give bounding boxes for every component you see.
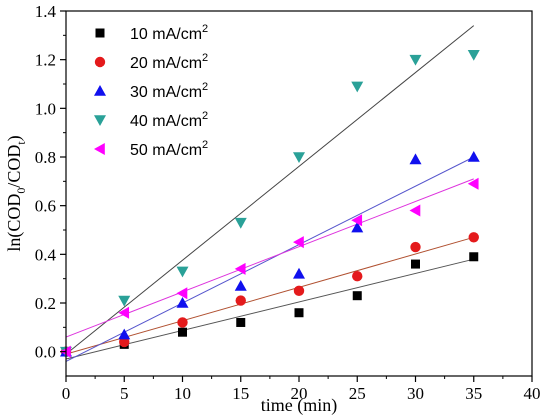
data-point bbox=[351, 214, 363, 227]
x-axis-title: time (min) bbox=[261, 395, 337, 416]
fit-line bbox=[65, 258, 474, 360]
data-point bbox=[176, 287, 188, 300]
legend-label: 40 mA/cm2 bbox=[130, 110, 208, 130]
legend-marker bbox=[95, 28, 105, 38]
x-tick-label: 30 bbox=[407, 384, 424, 403]
data-point bbox=[293, 285, 305, 297]
y-tick-label: 0.2 bbox=[35, 294, 56, 313]
data-point bbox=[293, 152, 305, 163]
data-point bbox=[178, 327, 187, 337]
y-tick-label: 0.6 bbox=[35, 197, 56, 216]
y-tick-label: 0.4 bbox=[35, 245, 57, 264]
data-point bbox=[351, 221, 364, 233]
data-point bbox=[118, 306, 130, 319]
data-point bbox=[235, 295, 246, 306]
fit-line bbox=[65, 178, 474, 338]
legend-label: 30 mA/cm2 bbox=[130, 81, 208, 101]
data-point bbox=[409, 153, 422, 165]
data-point bbox=[467, 50, 480, 61]
data-point bbox=[236, 317, 246, 327]
y-tick-label: 0.0 bbox=[35, 343, 56, 362]
data-points-layer bbox=[60, 50, 480, 358]
x-tick-label: 10 bbox=[174, 384, 191, 403]
y-tick-label: 0.8 bbox=[35, 148, 56, 167]
y-tick-label: 1.0 bbox=[35, 99, 56, 118]
x-tick-label: 35 bbox=[465, 384, 482, 403]
data-point bbox=[351, 81, 364, 93]
x-tick-label: 20 bbox=[291, 384, 308, 403]
fit-lines-layer bbox=[65, 25, 475, 362]
fit-line bbox=[65, 25, 475, 355]
data-point bbox=[294, 308, 304, 318]
data-point bbox=[410, 241, 421, 253]
data-point bbox=[352, 291, 362, 301]
data-point bbox=[467, 151, 480, 162]
x-tick-label: 15 bbox=[232, 384, 249, 403]
data-point bbox=[177, 317, 188, 328]
data-point bbox=[352, 271, 363, 282]
data-point bbox=[409, 54, 422, 66]
axis-ticks-layer: 0 5 10 15 20 25 30 35 40 0.0 0.2 0.4 0.6 0.8 1.0 1.2 1.4 bbox=[35, 2, 541, 403]
data-point bbox=[234, 217, 247, 229]
data-point bbox=[293, 236, 304, 249]
legend-marker bbox=[94, 85, 106, 96]
data-point bbox=[118, 295, 131, 307]
fit-line bbox=[65, 236, 474, 355]
legend-marker bbox=[94, 115, 106, 126]
legend-label: 50 mA/cm2 bbox=[130, 139, 208, 159]
y-axis-title: ln(COD0/CODt) bbox=[4, 135, 28, 251]
data-point bbox=[118, 328, 131, 340]
data-point bbox=[467, 177, 479, 190]
data-point bbox=[411, 259, 420, 269]
data-point bbox=[468, 232, 479, 243]
legend-marker bbox=[94, 143, 105, 155]
data-point bbox=[409, 204, 421, 217]
y-tick-label: 1.2 bbox=[35, 51, 56, 70]
data-point bbox=[176, 266, 189, 278]
x-tick-label: 40 bbox=[524, 384, 541, 403]
x-tick-label: 5 bbox=[120, 384, 129, 403]
fit-line bbox=[65, 156, 474, 362]
data-point bbox=[469, 252, 479, 262]
x-tick-label: 25 bbox=[349, 384, 366, 403]
data-point bbox=[234, 262, 246, 275]
legend-marker bbox=[94, 56, 106, 68]
x-tick-label: 0 bbox=[62, 384, 71, 403]
legend-label: 10 mA/cm2 bbox=[130, 23, 208, 43]
legend-label: 20 mA/cm2 bbox=[130, 52, 208, 72]
data-point bbox=[176, 297, 189, 308]
data-point bbox=[293, 267, 305, 279]
y-tick-label: 1.4 bbox=[35, 2, 57, 21]
legend: 10 mA/cm2 20 mA/cm2 30 mA/cm2 40 mA/cm2 50 m… bbox=[94, 23, 208, 159]
data-point bbox=[234, 279, 247, 291]
